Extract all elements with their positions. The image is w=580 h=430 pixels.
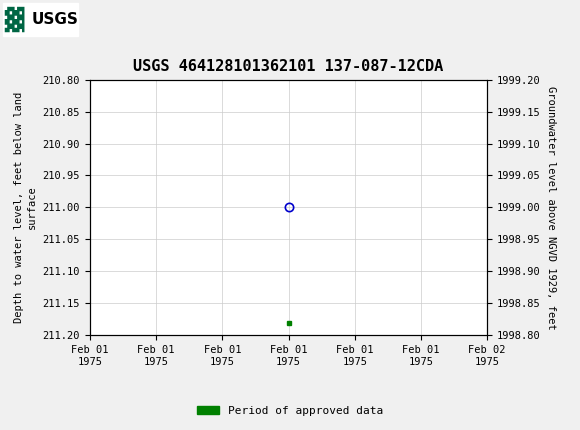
Title: USGS 464128101362101 137-087-12CDA: USGS 464128101362101 137-087-12CDA [133, 59, 444, 74]
Y-axis label: Depth to water level, feet below land
surface: Depth to water level, feet below land su… [14, 92, 37, 323]
Y-axis label: Groundwater level above NGVD 1929, feet: Groundwater level above NGVD 1929, feet [546, 86, 556, 329]
Bar [3, 3, 78, 36]
Text: USGS: USGS [32, 12, 79, 27]
Legend: Period of approved data: Period of approved data [193, 401, 387, 420]
Text: ▓: ▓ [4, 6, 23, 32]
